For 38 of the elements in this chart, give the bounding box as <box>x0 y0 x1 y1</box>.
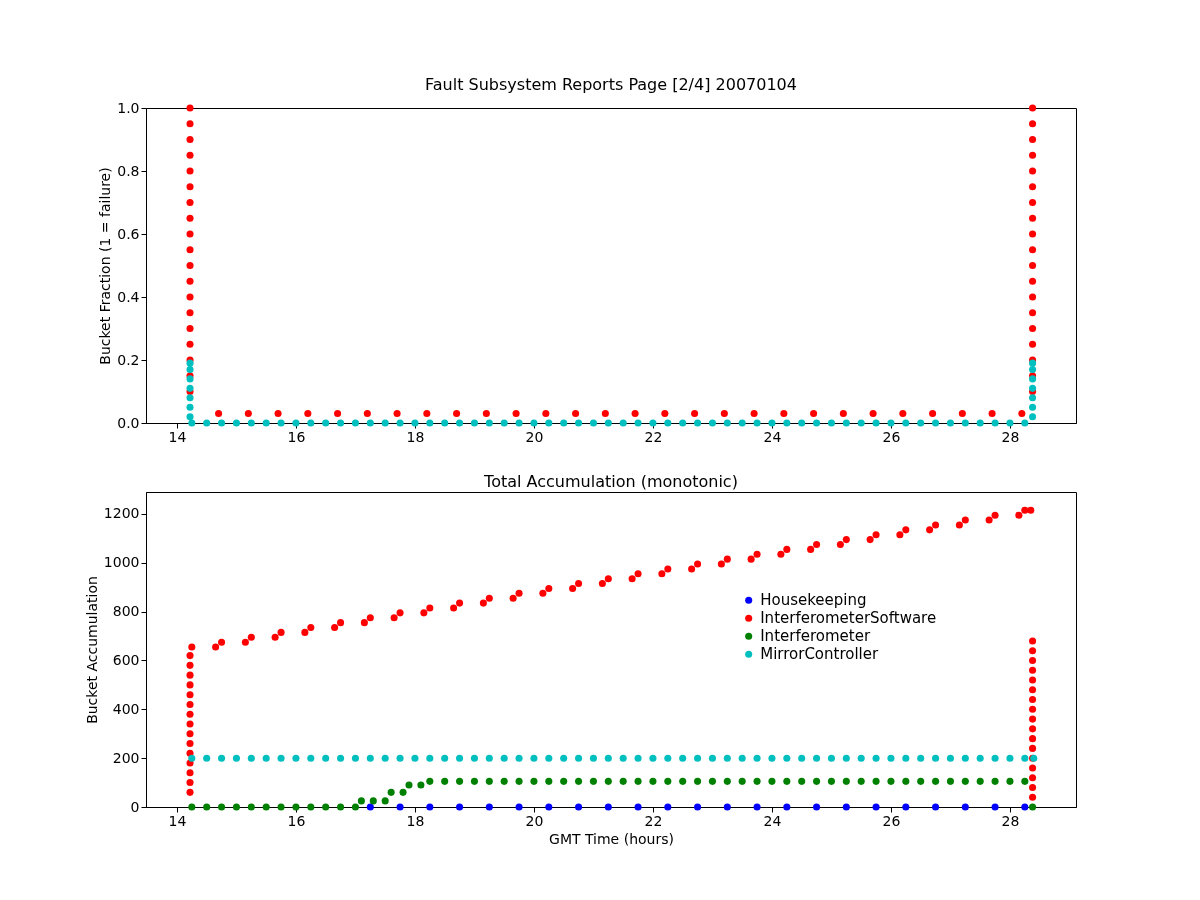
y-axis-title: Bucket Accumulation <box>83 576 100 724</box>
legend-label: InterferometerSoftware <box>760 609 937 628</box>
x-tick-label: 16 <box>287 812 306 829</box>
y-tick-label: 600 <box>112 651 140 668</box>
x-tick-label: 22 <box>644 812 663 829</box>
x-tick-label: 14 <box>168 812 187 829</box>
x-tick-label: 28 <box>1001 812 1020 829</box>
y-tick-label: 400 <box>112 700 140 717</box>
x-tick-label: 22 <box>644 428 663 445</box>
y-tick-label: 200 <box>112 749 140 766</box>
legend-label: Interferometer <box>760 627 871 646</box>
x-tick-label: 26 <box>882 812 901 829</box>
legend-label: MirrorController <box>760 645 880 664</box>
x-tick-label: 16 <box>287 428 306 445</box>
x-tick-label: 24 <box>763 428 782 445</box>
y-tick-label: 0.6 <box>117 225 140 242</box>
x-tick-label: 26 <box>882 428 901 445</box>
x-tick-label: 28 <box>1001 428 1020 445</box>
y-tick-label: 0.4 <box>117 288 140 305</box>
x-tick-label: 18 <box>406 428 425 445</box>
y-tick-label: 1000 <box>103 554 140 571</box>
x-axis-title: GMT Time (hours) <box>549 830 674 847</box>
y-tick-label: 0.8 <box>117 162 140 179</box>
y-tick-label: 0 <box>130 798 140 815</box>
y-tick-label: 800 <box>112 603 140 620</box>
y-axis-title: Bucket Fraction (1 = failure) <box>97 167 114 365</box>
chart-title: Total Accumulation (monotonic) <box>483 472 738 491</box>
x-tick-label: 14 <box>168 428 187 445</box>
x-tick-label: 18 <box>406 812 425 829</box>
y-tick-label: 1.0 <box>117 99 140 116</box>
chart-title: Fault Subsystem Reports Page [2/4] 20070104 <box>425 75 797 94</box>
y-tick-label: 1200 <box>103 505 140 522</box>
x-tick-label: 20 <box>525 812 544 829</box>
x-tick-label: 20 <box>525 428 544 445</box>
legend-label: Housekeeping <box>760 591 867 610</box>
y-tick-label: 0.0 <box>117 414 140 431</box>
x-tick-label: 24 <box>763 812 782 829</box>
y-tick-label: 0.2 <box>117 351 140 368</box>
